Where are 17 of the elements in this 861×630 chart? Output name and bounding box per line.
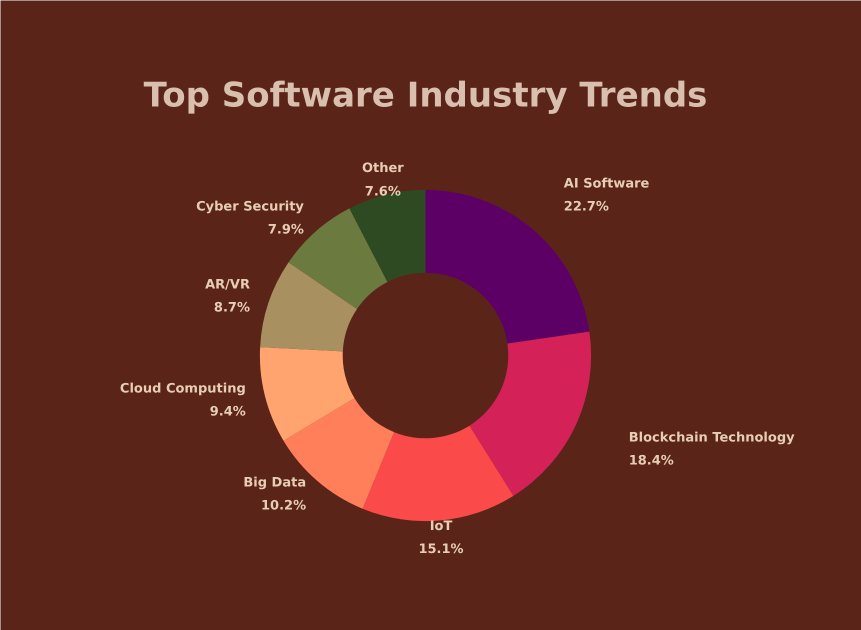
slice-label: Cyber Security	[196, 199, 304, 214]
data-label: 15.1%	[418, 542, 464, 557]
data-label: 22.7%	[564, 200, 609, 215]
slice-label: Cloud Computing	[120, 381, 246, 396]
data-label: 10.2%	[261, 498, 306, 514]
chart-title: Top Software Industry Trends	[144, 76, 708, 116]
slice-label: IoT	[430, 518, 452, 534]
data-label: 9.4%	[210, 404, 246, 420]
data-label: 7.9%	[268, 222, 304, 238]
slice-label: AR/VR	[205, 278, 250, 293]
slice-label: Blockchain Technology	[628, 430, 796, 446]
data-label: 18.4%	[628, 454, 674, 469]
slice-label: Other	[362, 161, 404, 176]
slice-label: AI Software	[564, 176, 650, 192]
slice-label: Big Data	[243, 475, 306, 490]
data-label: 8.7%	[214, 300, 250, 316]
data-label: 7.6%	[364, 184, 401, 200]
